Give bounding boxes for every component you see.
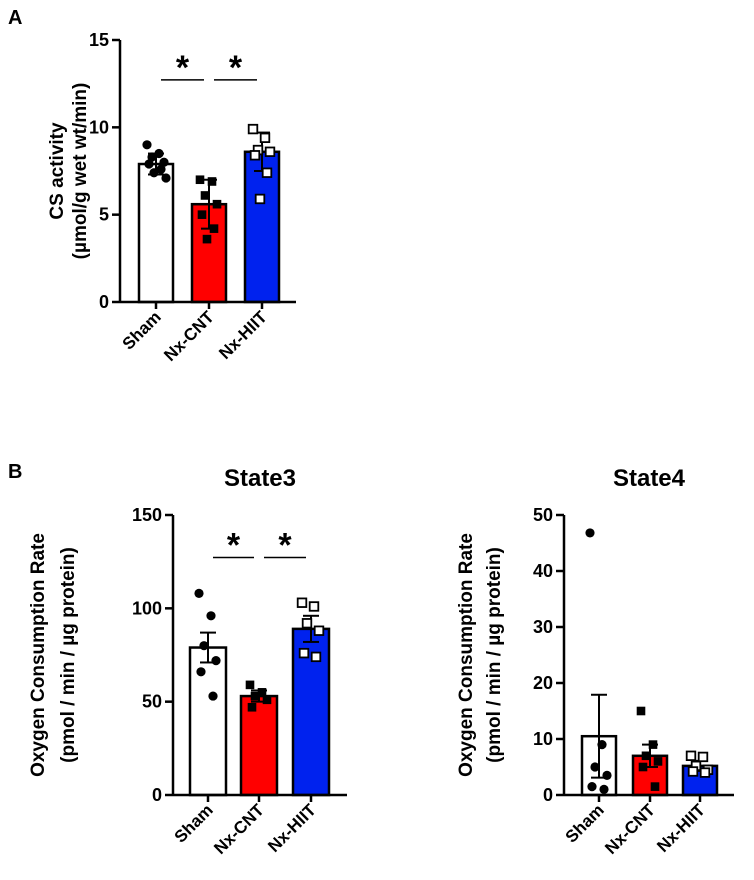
data-point <box>602 770 612 781</box>
data-point <box>199 641 209 651</box>
data-point <box>247 123 259 135</box>
data-point <box>699 767 711 778</box>
chart-title: State4 <box>613 465 686 492</box>
data-point <box>208 691 218 701</box>
data-point <box>653 757 663 766</box>
data-point <box>202 234 212 244</box>
x-tick-label: Sham <box>119 307 165 353</box>
data-point <box>296 597 308 608</box>
y-axis-unit-label: (pmol / min / µg protein) <box>58 547 79 763</box>
x-tick-label: Nx-CNT <box>601 800 659 858</box>
y-tick-label: 5 <box>99 205 109 225</box>
data-point <box>308 601 320 612</box>
data-point <box>697 751 709 763</box>
chart-state3: State3 Oxygen Consumption Rate (pmol / min… <box>28 465 347 858</box>
y-tick-label: 0 <box>152 785 162 805</box>
y-tick-label: 0 <box>99 292 109 312</box>
y-axis-label: Oxygen Consumption Rate <box>456 533 477 777</box>
data-point <box>247 702 257 712</box>
data-point <box>197 210 207 219</box>
chart-title: State3 <box>224 465 296 492</box>
data-point <box>638 762 648 772</box>
y-tick-label: 50 <box>142 692 162 712</box>
data-point <box>261 167 273 178</box>
x-tick-label: Nx-CNT <box>160 307 218 365</box>
data-point <box>257 688 267 697</box>
significance-star: * <box>229 49 243 87</box>
data-point <box>597 740 607 750</box>
data-point <box>206 611 216 621</box>
y-tick-label: 30 <box>533 617 553 637</box>
data-point <box>262 695 272 705</box>
data-point <box>599 784 609 795</box>
data-point <box>264 146 276 157</box>
y-tick-label: 150 <box>132 505 162 525</box>
data-point <box>585 528 595 538</box>
x-tick-label: Nx-HIIT <box>264 800 320 856</box>
data-point <box>211 656 221 666</box>
y-tick-label: 20 <box>533 673 553 693</box>
data-point <box>196 667 206 677</box>
bar-nx-cnt <box>239 694 279 797</box>
data-point <box>200 191 210 200</box>
data-point <box>636 706 646 716</box>
data-point <box>194 588 204 599</box>
y-tick-label: 50 <box>533 505 553 525</box>
x-tick-label: Sham <box>562 800 608 846</box>
data-point <box>154 148 164 159</box>
data-point <box>250 691 260 701</box>
data-point <box>650 782 660 791</box>
data-point <box>156 164 166 174</box>
y-tick-label: 40 <box>533 561 553 581</box>
y-tick-label: 100 <box>132 598 162 618</box>
data-point <box>587 782 597 792</box>
x-tick-label: Nx-HIIT <box>653 800 709 856</box>
data-point <box>245 680 255 690</box>
data-point <box>147 152 157 162</box>
significance-star: * <box>278 527 292 565</box>
chart-state4: State4 Oxygen Consumption Rate (pmol / min… <box>456 465 734 858</box>
data-point <box>159 157 169 167</box>
data-point <box>259 132 271 144</box>
data-point <box>207 177 217 186</box>
y-tick-label: 0 <box>543 785 553 805</box>
data-point <box>310 651 322 663</box>
data-point <box>209 224 219 233</box>
y-tick-label: 10 <box>533 729 553 749</box>
data-point <box>249 150 261 161</box>
y-tick-label: 10 <box>89 117 109 137</box>
data-point <box>142 140 152 150</box>
data-point <box>648 740 658 749</box>
data-point <box>298 647 310 659</box>
y-axis-unit-label: (pmol / min / µg protein) <box>484 547 505 763</box>
significance-star: * <box>176 49 190 87</box>
x-tick-label: Nx-HIIT <box>215 307 271 363</box>
x-tick-label: Nx-CNT <box>210 800 268 858</box>
data-point <box>687 766 699 777</box>
data-point <box>149 168 159 178</box>
panel-label-a: A <box>8 7 22 29</box>
panel-label-b: B <box>8 461 22 483</box>
chart-cs-activity: CS activity (µmol/g wet wt/min) ShamNx-CNT… <box>47 30 296 365</box>
bar-sham <box>137 162 175 304</box>
data-point <box>590 762 600 772</box>
data-point <box>161 173 171 183</box>
y-axis-unit-label: (µmol/g wet wt/min) <box>70 83 91 260</box>
data-point <box>301 618 313 629</box>
significance-star: * <box>227 527 241 565</box>
data-point <box>212 199 222 209</box>
y-tick-label: 15 <box>89 30 109 50</box>
x-tick-label: Sham <box>171 800 217 846</box>
data-point <box>195 175 205 185</box>
y-axis-label: Oxygen Consumption Rate <box>28 533 49 777</box>
data-point <box>685 750 697 762</box>
data-point <box>254 193 266 205</box>
y-axis-label: CS activity <box>47 122 68 220</box>
data-point <box>144 159 154 169</box>
data-point <box>313 625 325 636</box>
bar-sham <box>188 646 228 797</box>
data-point <box>641 751 651 761</box>
